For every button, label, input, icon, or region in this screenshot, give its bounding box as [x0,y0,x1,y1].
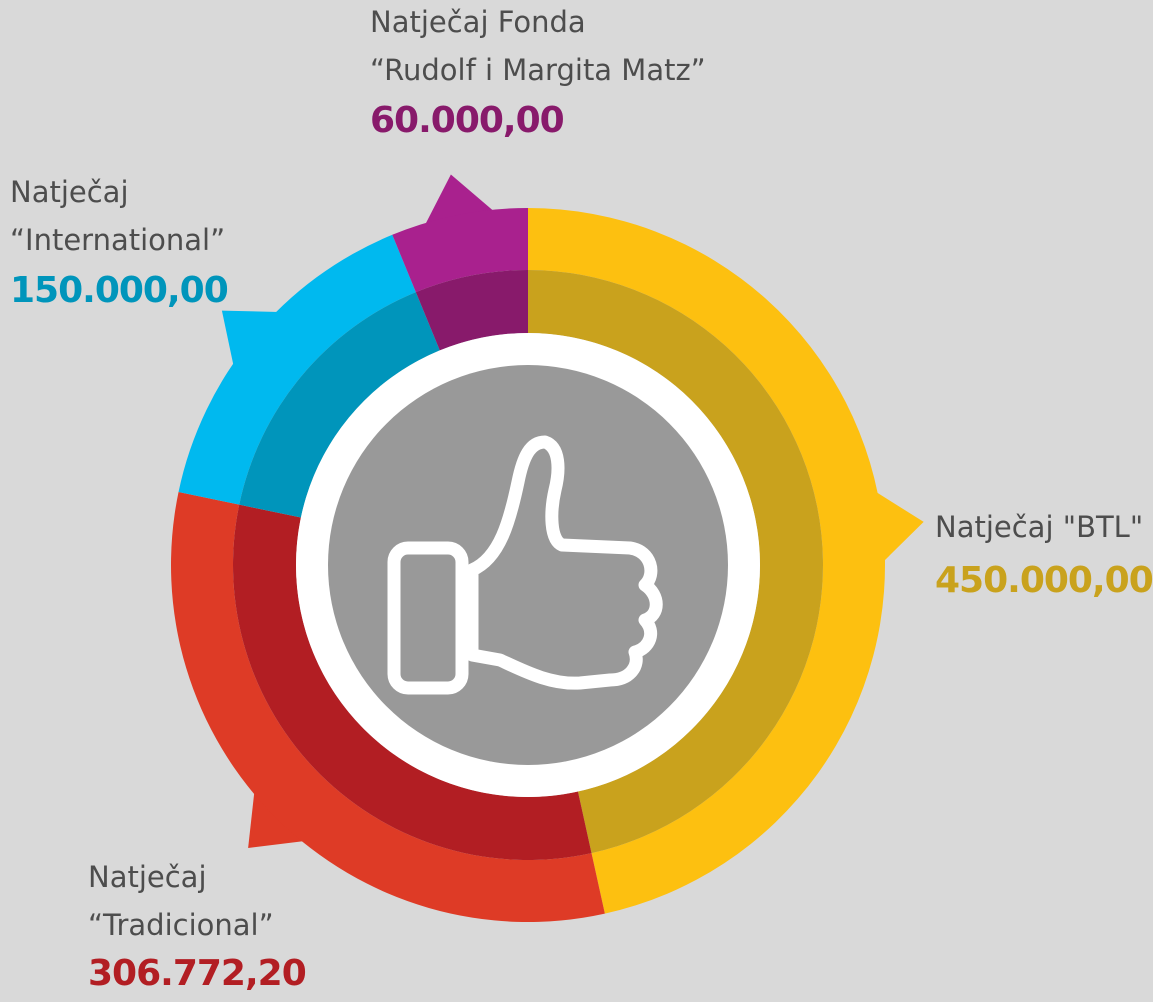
category-label: Natječaj [88,860,207,894]
segment-inner [528,270,823,854]
segment-outer [528,208,886,914]
segment-inner [415,270,528,351]
value-label: 450.000,00 [935,560,1153,601]
icon-cuff [387,541,469,695]
icon-hand [465,435,663,690]
category-label: “Tradicional” [88,908,274,942]
segment-inner [239,292,440,518]
segment-outer [170,491,605,922]
pointer [875,491,924,562]
category-label: Natječaj "BTL" [935,510,1143,544]
category-label: Natječaj [10,175,129,209]
center-disc [328,365,728,765]
category-label: Natječaj Fonda [370,5,586,39]
thumbs-up-icon [387,435,663,695]
pointer [248,791,305,848]
donut [170,174,924,922]
segment-outer [178,234,416,505]
category-label: “Rudolf i Margita Matz” [370,53,706,87]
value-label: 306.772,20 [88,953,306,994]
value-label: 60.000,00 [370,100,564,141]
category-label: “International” [10,223,225,257]
segment-outer [392,208,528,293]
value-label: 150.000,00 [10,270,228,311]
segment-inner [232,504,592,860]
